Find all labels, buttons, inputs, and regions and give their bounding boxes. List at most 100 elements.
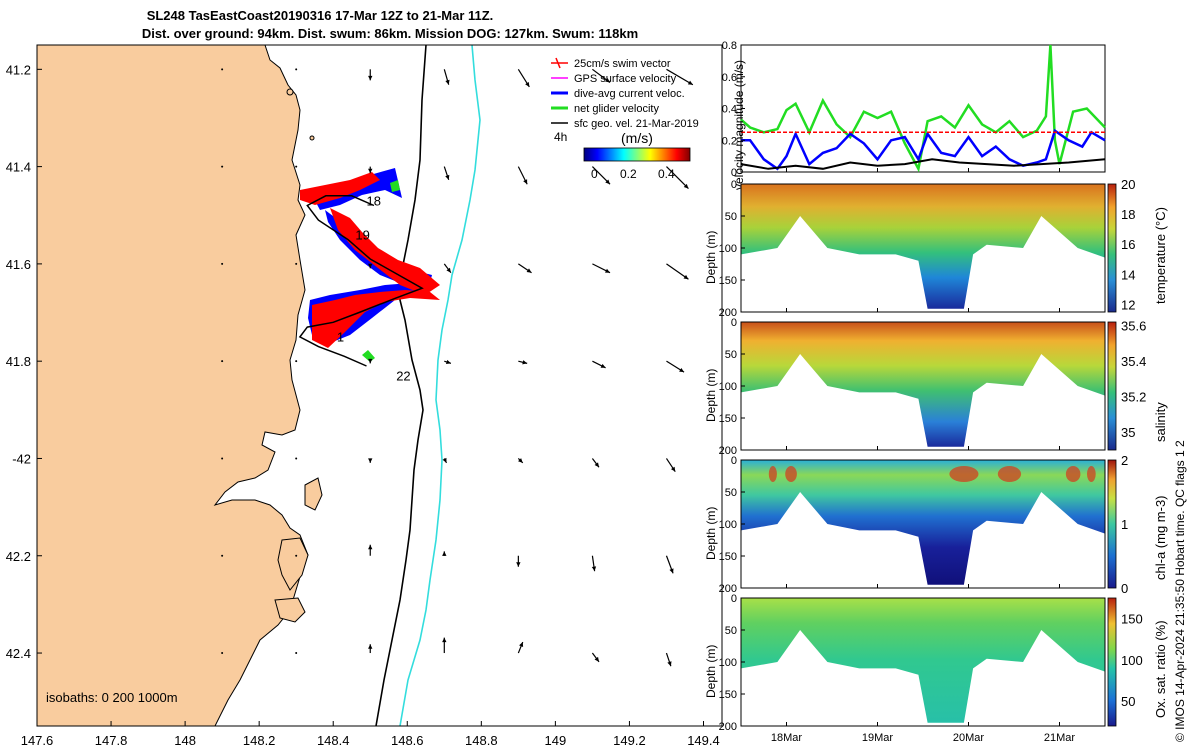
map-ytick-label: -42 [12,451,31,466]
geo-vector [368,544,373,556]
map-xtick-label: 149.4 [687,733,720,748]
geo-vector [368,644,373,654]
geo-vector [518,360,528,365]
depth-tick-label: 0 [731,179,737,191]
isobath-200 [375,45,427,726]
geo-vector [592,360,606,369]
depth-tick-label: 50 [725,349,737,361]
map-xtick-label: 148 [174,733,196,748]
geo-vector [221,68,224,71]
day-label: 1 [337,330,344,345]
geo-vector [221,360,224,363]
section-salinity: 0 50 100 150 200 Depth (m) 35 35.2 35.4 35.6 salin… [704,317,1168,457]
depth-tick-label: 100 [719,381,737,393]
section-data [741,184,1105,309]
time-tick-label: 18Mar [771,732,803,744]
colorbar-label: chl-a (mg m-3) [1153,495,1168,580]
colorbar-tick-label: 16 [1121,237,1135,252]
geo-vector [517,166,528,185]
depth-tick-label: 150 [719,275,737,287]
geo-vector [517,69,530,88]
depth-tick-label: 150 [719,413,737,425]
section-chla: 0 50 100 150 200 Depth (m) 0 1 2 chl-a (mg m-3) [704,453,1168,596]
colorbar-tick-label: 1 [1121,517,1128,532]
geo-vector [368,458,373,463]
depth-ylabel: Depth (m) [704,231,718,284]
colorbar-tick-label: 35 [1121,425,1135,440]
map-colorbar [583,147,691,162]
map-ytick-label: 41.2 [6,62,31,77]
geo-vector [442,457,448,464]
geo-vector [443,69,450,85]
depth-tick-label: 200 [719,583,737,595]
geo-vector [221,457,224,460]
depth-tick-label: 150 [719,689,737,701]
colorbar-tick-label: 150 [1121,612,1143,627]
day-labels: 18 19 1 22 [337,194,411,384]
colorbar-label: salinity [1153,402,1168,442]
geo-vector [517,458,524,464]
velocity-panel: 0 0.2 0.4 0.6 0.8 velocity magnitude (m/s) [722,40,1106,190]
geo-vector [295,262,298,265]
velocity-ylabel: velocity magnitude (m/s) [732,60,746,190]
geo-vector [591,166,611,185]
title-line-1: SL248 TasEastCoast20190316 17-Mar 12Z to… [146,8,494,23]
geo-vector [221,554,224,557]
glider-track [298,195,424,367]
legend-net: net glider velocity [574,103,659,115]
geo-vector [666,68,694,86]
depth-tick-label: 200 [719,307,737,319]
geo-vector [443,166,450,180]
section-colorbar [1107,183,1117,313]
velocity-series [740,158,1106,170]
time-tick-label: 21Mar [1044,732,1076,744]
map-legend: 25cm/s swim vector GPS surface velocity … [551,57,699,181]
section-colorbar [1107,597,1117,727]
colorbar-label: Ox. sat. ratio (%) [1153,620,1168,718]
time-tick-label: 19Mar [862,732,894,744]
map-xtick-label: 149 [545,733,567,748]
section-colorbar [1107,459,1117,589]
colorbar-tick-label: 0 [1121,581,1128,596]
depth-tick-label: 0 [731,593,737,605]
depth-tick-label: 0 [731,455,737,467]
legend-swim: 25cm/s swim vector [574,58,671,70]
map-xtick-label: 148.4 [317,733,350,748]
colorbar-tick: 0 [591,167,598,181]
time-tick-label: 20Mar [953,732,985,744]
geo-vector [295,457,298,460]
time-axis: 18Mar 19Mar 20Mar 21Mar [771,168,1076,744]
depth-tick-label: 100 [719,657,737,669]
velocity-ytick-label: 0 [731,167,737,179]
map-xtick-label: 148.8 [465,733,498,748]
map-xtick-label: 147.8 [95,733,128,748]
geo-vector [221,652,224,655]
colorbar-tick-label: 35.6 [1121,319,1146,334]
geo-vector [221,262,224,265]
depth-tick-label: 0 [731,317,737,329]
geo-vector [442,551,447,556]
day-label: 22 [396,369,410,384]
map-ytick-label: 41.4 [6,160,31,175]
colorbar-tick-label: 50 [1121,694,1135,709]
geo-vector [295,68,298,71]
depth-tick-label: 200 [719,721,737,733]
depth-tick-label: 200 [719,445,737,457]
colorbar-tick-label: 35.2 [1121,390,1146,405]
velocity-ytick-label: 0.4 [722,104,737,116]
map-xtick-label: 148.6 [391,733,424,748]
geo-vector [665,458,676,472]
geo-vector [444,359,452,365]
title-line-2: Dist. over ground: 94km. Dist. swum: 86k… [141,26,639,41]
day-label: 18 [367,194,381,209]
credit-line: © IMOS 14-Apr-2024 21:35:50 Hobart time.… [1173,440,1187,742]
geo-vector [665,555,674,574]
depth-tick-label: 100 [719,519,737,531]
geo-vector [591,652,600,663]
geo-vector [221,165,224,168]
map-xtick-label: 147.6 [21,733,54,748]
depth-tick-label: 50 [725,211,737,223]
geo-vector [666,166,689,190]
depth-ylabel: Depth (m) [704,369,718,422]
